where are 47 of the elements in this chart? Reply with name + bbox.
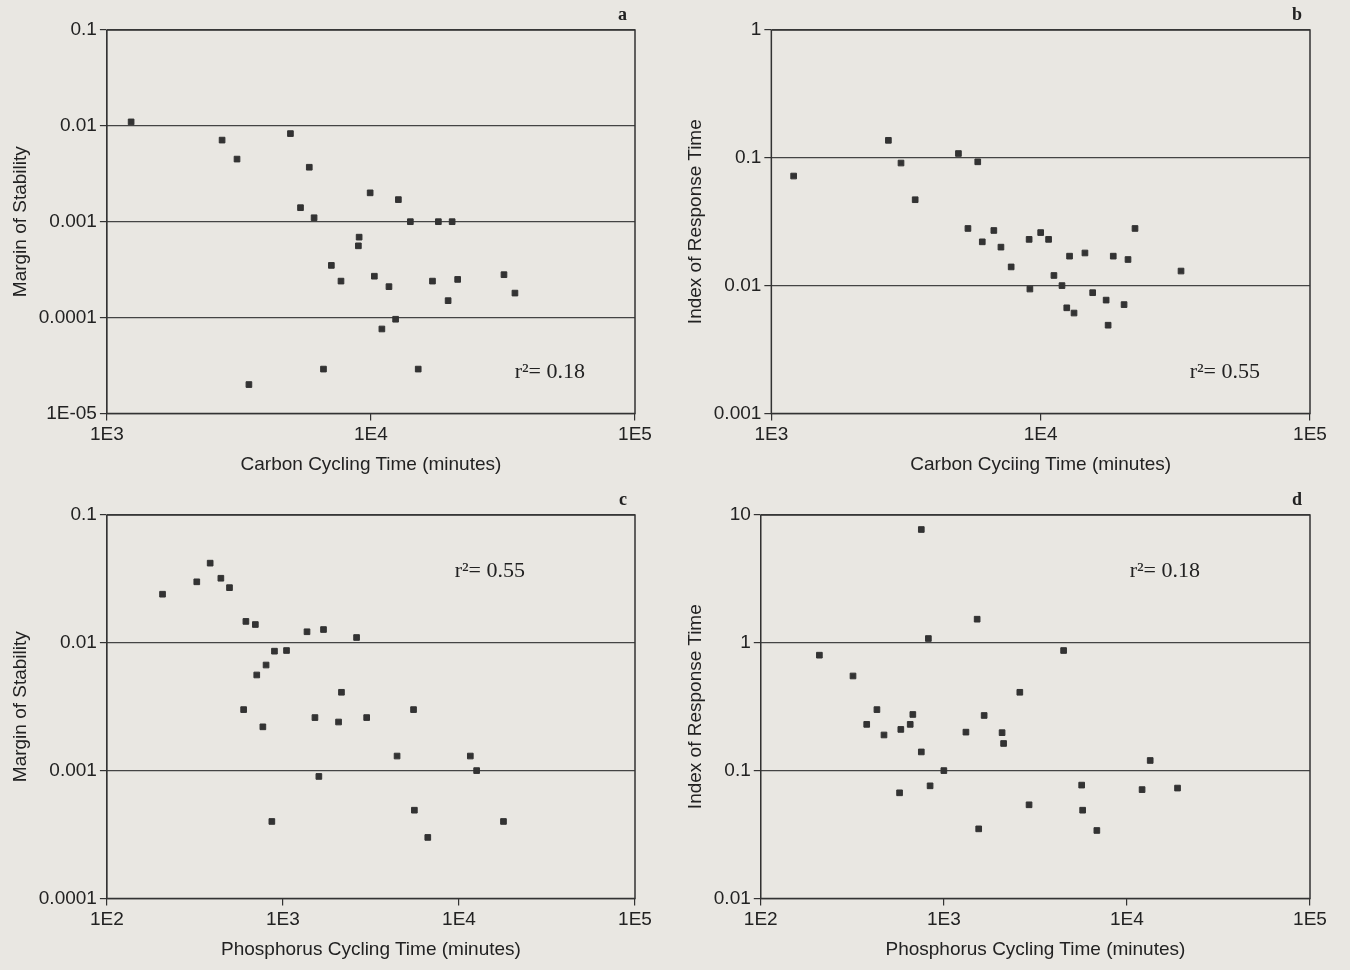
x-tick-label: 1E3 — [926, 908, 961, 930]
x-axis-title: Phosphorus Cycling Time (minutes) — [885, 937, 1186, 959]
y-tick-label: 1E-05 — [46, 401, 97, 423]
x-axis-title: Carbon Cyciing Time (minutes) — [910, 452, 1172, 474]
x-tick-label: 1E3 — [266, 908, 300, 930]
y-tick-label: 1 — [740, 631, 751, 653]
x-axis-title: Phosphorus Cycling Time (minutes) — [221, 937, 521, 959]
text: b — [1291, 3, 1302, 24]
x-tick-label: 1E2 — [90, 908, 124, 930]
x-tick-label: 1E4 — [1023, 423, 1059, 445]
y-axis-title: Index of Response Time — [683, 604, 705, 810]
y-tick-label: 10 — [729, 503, 751, 525]
y-tick-label: 0.1 — [734, 146, 762, 168]
y-axis-title: Margin of Stability — [8, 145, 30, 298]
text: a — [618, 3, 627, 24]
x-tick-label: 1E5 — [1293, 908, 1327, 930]
y-tick-label: 0.01 — [59, 114, 97, 136]
x-tick-label: 1E3 — [90, 423, 124, 445]
annotation: r²= 0.18 — [1129, 556, 1200, 582]
text: c — [619, 488, 627, 509]
y-tick-label: 0.001 — [49, 758, 97, 780]
y-tick-label: 0.01 — [724, 273, 762, 295]
annotation: r²= 0.55 — [454, 556, 525, 582]
x-tick-label: 1E4 — [442, 908, 477, 930]
x-tick-label: 1E4 — [354, 423, 389, 445]
x-tick-label: 1E5 — [1293, 423, 1327, 445]
x-tick-label: 1E3 — [754, 423, 789, 445]
x-tick-label: 1E5 — [618, 423, 652, 445]
annotation: r²= 0.55 — [1189, 358, 1260, 384]
y-tick-label: 0.01 — [713, 886, 751, 908]
y-tick-label: 0.1 — [70, 18, 97, 40]
x-tick-label: 1E4 — [1110, 908, 1145, 930]
x-tick-label: 1E2 — [743, 908, 778, 930]
y-axis-title: Index of Response Time — [683, 119, 705, 325]
y-axis-title: Margin of Stability — [8, 630, 30, 783]
x-axis-title: Carbon Cycling Time (minutes) — [240, 452, 502, 474]
y-tick-label: 0.1 — [70, 503, 97, 525]
x-tick-label: 1E5 — [618, 908, 652, 930]
y-tick-label: 0.001 — [713, 401, 762, 423]
y-tick-label: 0.001 — [49, 209, 97, 231]
annotation: r²= 0.18 — [514, 358, 585, 384]
y-tick-label: 0.0001 — [38, 886, 97, 908]
y-tick-label: 0.01 — [59, 631, 97, 653]
text: d — [1291, 488, 1302, 509]
y-tick-label: 0.1 — [724, 758, 751, 780]
y-tick-label: 1 — [750, 18, 762, 40]
y-tick-label: 0.0001 — [38, 305, 97, 327]
